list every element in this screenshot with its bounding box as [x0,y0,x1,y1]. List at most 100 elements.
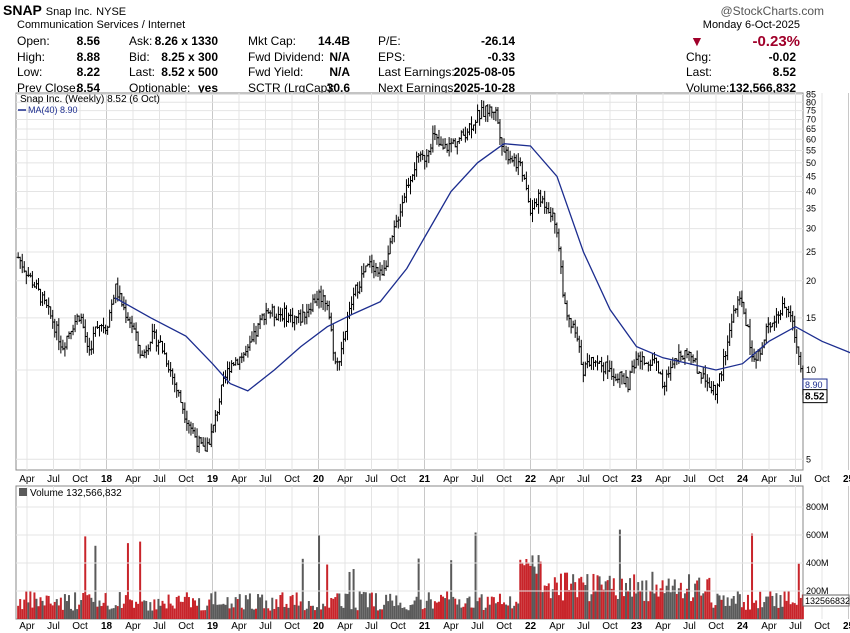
volume-bar [594,591,597,619]
volume-bar [568,589,571,619]
volume-bar [139,541,142,619]
volume-bar [574,582,577,619]
sector-label: Communication Services / Internet [17,19,186,31]
volume-bar [370,592,373,619]
volume-bar [372,606,375,619]
volume-bar [340,606,343,619]
x-tick-label: Apr [549,474,565,485]
volume-bar [480,594,483,619]
volume-bar [714,605,717,619]
volume-bar [135,601,138,619]
quote-value: 8.26 x 1330 [154,34,218,48]
volume-bar [295,592,298,619]
volume-bar [216,604,219,619]
volume-bar [228,608,231,619]
quote-label: Next Earnings: [378,80,457,95]
quote-label: Last: [686,65,713,79]
volume-bar [301,558,304,619]
volume-bar [80,600,83,619]
volume-bar [732,596,735,619]
volume-bar [726,597,729,619]
volume-bar [694,583,697,619]
volume-bar [147,610,150,619]
volume-bar [21,609,24,619]
volume-bar [114,605,117,619]
quote-value: -0.02 [768,49,796,64]
volume-bar [224,604,227,619]
down-arrow-icon: ▼ [690,33,704,49]
volume-bar [474,532,477,619]
volume-bar [287,607,290,619]
quote-value: 30.6 [326,80,350,95]
volume-bar [596,575,599,619]
volume-bar [120,607,123,619]
volume-bar [669,592,672,619]
volume-bar [781,606,784,619]
volume-bar [529,565,532,619]
volume-bar [17,605,20,619]
y-tick-label: 80 [806,97,816,107]
x-tick-label: Jul [153,621,166,632]
volume-bar [403,607,406,619]
volume-bar [513,605,516,619]
y-tick-label: 15 [806,313,816,323]
volume-bar [82,592,85,619]
volume-bar [263,608,266,619]
x-tick-label: Oct [178,474,194,485]
volume-bar [795,604,798,619]
volume-bar [442,596,445,619]
volume-bar [285,603,288,619]
volume-bar [116,606,119,619]
volume-bar [462,606,465,619]
vol-tick-label: 400M [806,558,829,568]
volume-bar [779,595,782,619]
x-tick-label: Oct [708,474,724,485]
volume-bar [677,588,680,619]
volume-bar [751,533,754,619]
volume-bar [261,594,264,619]
volume-bar [326,564,329,619]
volume-bar [746,594,749,619]
volume-bar [293,604,296,619]
x-tick-label: 25 [843,621,850,632]
volume-bar [395,595,398,619]
quote-value: N/A [329,65,350,79]
x-tick-label: 24 [737,474,749,485]
volume-bar [608,575,611,619]
volume-bar [149,602,152,619]
volume-bar [667,578,670,619]
volume-bar [374,593,377,619]
exchange: NYSE [96,6,127,18]
volume-bar [271,597,274,619]
volume-bar [578,578,581,619]
volume-bar [702,593,705,619]
volume-bar [411,604,414,619]
volume-bar [460,607,463,619]
x-tick-label: Jul [789,474,802,485]
volume-bar [31,607,34,619]
volume-bar [381,609,384,619]
volume-bar [488,604,491,619]
volume-bar [104,593,107,619]
volume-bar [299,601,302,619]
y-tick-label: 20 [806,276,816,286]
volume-bar [106,605,109,619]
volume-bar [722,595,725,619]
y-tick-label: 70 [806,115,816,125]
volume-bar [389,593,392,619]
legend-volume: Volume 132,566,832 [30,488,122,499]
volume-bar [757,608,760,619]
volume-bar [753,602,756,619]
volume-bar [602,589,605,619]
volume-bar [576,597,579,619]
volume-bar [496,601,499,619]
quote-label: High: [17,49,46,64]
volume-bar [391,600,394,619]
volume-bar [376,610,379,619]
volume-bar [401,607,404,619]
volume-bar [464,603,467,619]
x-tick-label: Apr [125,474,141,485]
quote-value: N/A [329,49,350,64]
volume-bar [133,607,136,619]
